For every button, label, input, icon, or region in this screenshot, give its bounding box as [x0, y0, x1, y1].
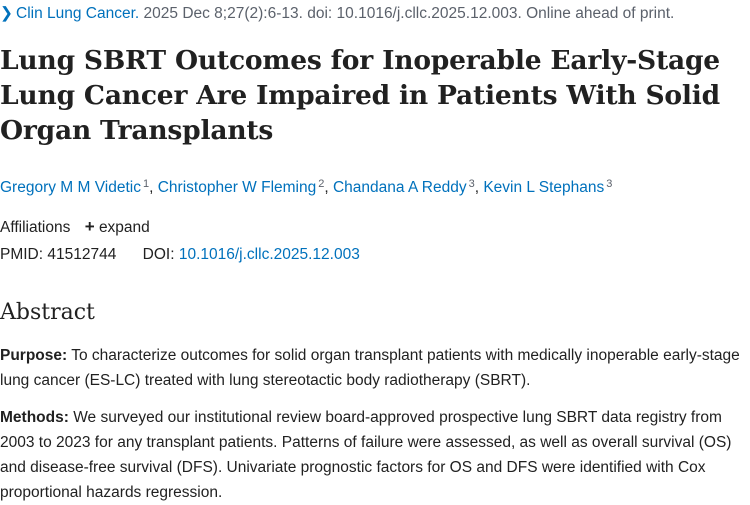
purpose-text: To characterize outcomes for solid organ… — [0, 347, 740, 389]
identifiers: PMID: 41512744 DOI: 10.1016/j.cllc.2025.… — [0, 246, 360, 264]
citation-details: 2025 Dec 8;27(2):6-13. doi: 10.1016/j.cl… — [139, 5, 675, 22]
affiliations-label: Affiliations — [0, 219, 71, 236]
author-link[interactable]: Gregory M M Videtic — [0, 179, 141, 196]
plus-icon: + — [84, 217, 95, 236]
doi-link[interactable]: 10.1016/j.cllc.2025.12.003 — [178, 246, 360, 263]
pmid-value: 41512744 — [47, 246, 117, 263]
pmid-label: PMID: — [0, 246, 44, 263]
chevron-right-icon[interactable]: ❯ — [0, 5, 13, 22]
abstract-purpose: Purpose: To characterize outcomes for so… — [0, 343, 745, 393]
methods-text: We surveyed our institutional review boa… — [0, 409, 732, 501]
purpose-label: Purpose: — [0, 347, 68, 364]
methods-label: Methods: — [0, 409, 69, 426]
author-link[interactable]: Christopher W Fleming — [157, 179, 317, 196]
author-link[interactable]: Kevin L Stephans — [483, 179, 605, 196]
authors-list: Gregory M M Videtic 1, Christopher W Flem… — [0, 178, 613, 196]
abstract-heading: Abstract — [0, 300, 95, 325]
journal-link[interactable]: Clin Lung Cancer. — [16, 5, 140, 22]
article-title: Lung SBRT Outcomes for Inoperable Early-… — [0, 45, 720, 146]
author-link[interactable]: Chandana A Reddy — [332, 179, 467, 196]
author-affiliation-ref[interactable]: 3 — [468, 178, 475, 190]
doi-label: DOI: — [142, 246, 175, 263]
author-affiliation-ref[interactable]: 3 — [606, 178, 613, 190]
author-affiliation-ref[interactable]: 1 — [142, 178, 150, 190]
author-affiliation-ref[interactable]: 2 — [318, 178, 325, 190]
affiliations-toggle[interactable]: Affiliations + expand — [0, 217, 150, 237]
abstract-methods: Methods: We surveyed our institutional r… — [0, 405, 745, 505]
citation-line: ❯ Clin Lung Cancer. 2025 Dec 8;27(2):6-13… — [0, 4, 674, 23]
expand-label[interactable]: expand — [98, 219, 150, 236]
